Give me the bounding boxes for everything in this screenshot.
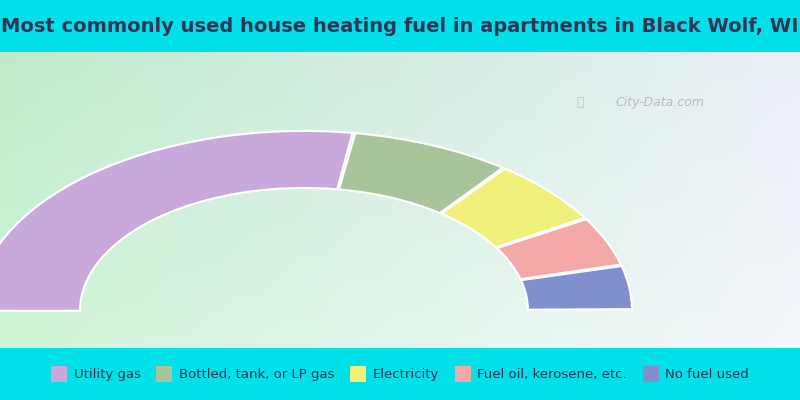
Legend: Utility gas, Bottled, tank, or LP gas, Electricity, Fuel oil, kerosene, etc., No: Utility gas, Bottled, tank, or LP gas, E… <box>46 361 754 387</box>
Text: ⓘ: ⓘ <box>576 96 583 109</box>
Wedge shape <box>497 219 621 279</box>
Wedge shape <box>442 169 585 247</box>
Text: Most commonly used house heating fuel in apartments in Black Wolf, WI: Most commonly used house heating fuel in… <box>2 16 798 36</box>
Wedge shape <box>521 266 632 310</box>
Wedge shape <box>339 133 502 213</box>
Text: City-Data.com: City-Data.com <box>615 96 704 109</box>
Wedge shape <box>0 131 353 311</box>
